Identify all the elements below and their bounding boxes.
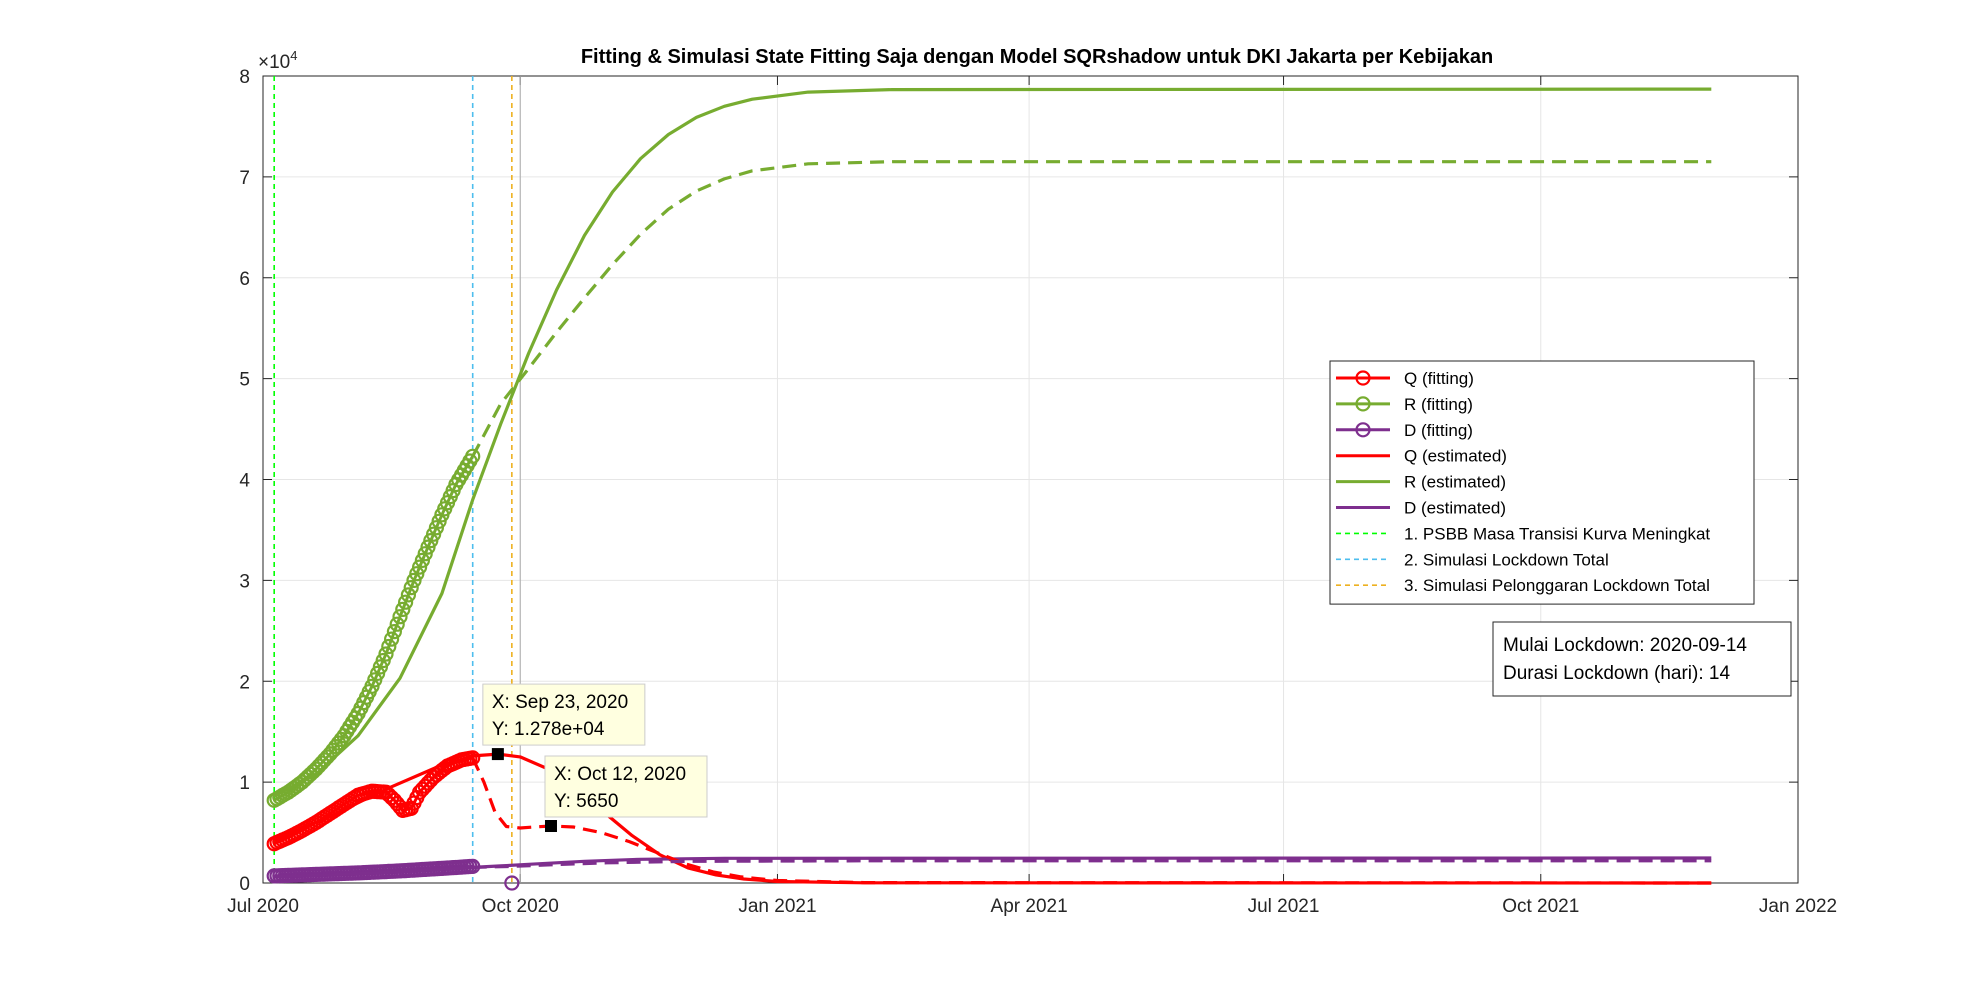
legend-box	[1329, 360, 1755, 605]
data-point-r-fitting	[465, 448, 481, 464]
data-point-r-fitting	[386, 623, 402, 640]
data-point-r-fitting	[395, 601, 411, 618]
y-tick-label: 1	[239, 773, 250, 794]
data-point-r-fitting	[384, 631, 400, 647]
datatip-marker	[544, 820, 557, 833]
legend-marker	[1355, 396, 1371, 412]
data-point-r-fitting	[414, 552, 430, 569]
data-point-r-fitting	[398, 594, 414, 610]
series-line-r-estimated	[273, 87, 1712, 798]
legend-label: D (fitting)	[1404, 421, 1473, 440]
datatip-x: X: Oct 12, 2020	[554, 764, 686, 785]
x-tick-label: Jan 2022	[1759, 896, 1837, 917]
data-point-r-fitting	[400, 587, 416, 603]
x-tick-label: Jan 2021	[738, 896, 816, 917]
x-tick-label: Jul 2020	[227, 896, 299, 917]
legend-label: R (fitting)	[1404, 395, 1473, 414]
legend-label: Q (fitting)	[1404, 369, 1474, 388]
legend-marker	[1355, 370, 1371, 386]
legend-label: D (estimated)	[1404, 499, 1506, 518]
series-line-simulation-dashed	[471, 757, 1712, 885]
data-point-marker	[504, 875, 520, 891]
datatip-box	[544, 755, 708, 818]
series-line-d-estimated	[274, 856, 1712, 879]
datatip-y: Y: 5650	[554, 791, 618, 812]
info-box-line: Mulai Lockdown: 2020-09-14	[1503, 635, 1747, 656]
legend-label: R (estimated)	[1404, 473, 1506, 492]
datatip-x: X: Sep 23, 2020	[492, 692, 628, 713]
x-tick-label: Oct 2021	[1502, 896, 1579, 917]
y-tick-label: 3	[239, 571, 250, 592]
x-tick-label: Oct 2020	[482, 896, 559, 917]
series-line-simulation-dashed	[472, 859, 1712, 869]
legend-marker	[1355, 422, 1371, 438]
y-exponent-label: ×104	[258, 48, 297, 73]
legend: Q (fitting) R (fitting) D (fitting) Q (esti…	[1329, 360, 1755, 605]
legend-label: Q (estimated)	[1404, 447, 1507, 466]
datatip-y: Y: 1.278e+04	[492, 719, 605, 740]
y-tick-label: 7	[239, 168, 250, 189]
data-point-r-fitting	[378, 646, 394, 662]
datatip-box	[482, 683, 646, 746]
data-point-r-fitting	[381, 638, 397, 655]
data-point-r-fitting	[412, 559, 428, 575]
data-point-r-fitting	[406, 572, 422, 589]
info-box: Mulai Lockdown: 2020-09-14 Durasi Lockdow…	[1492, 621, 1792, 697]
datatip-layer: X: Sep 23, 2020 Y: 1.278e+04 X: Oct 12, 20…	[482, 683, 708, 833]
y-tick-label: 2	[239, 672, 250, 693]
y-tick-label: 4	[239, 471, 250, 492]
y-tick-label: 5	[239, 370, 250, 391]
data-point-r-fitting	[403, 579, 419, 596]
info-box-line: Durasi Lockdown (hari): 14	[1503, 663, 1730, 684]
datatip-marker	[491, 748, 504, 761]
policy-line-layer	[273, 76, 521, 883]
legend-label: 3. Simulasi Pelonggaran Lockdown Total	[1404, 576, 1710, 595]
chart-title: Fitting & Simulasi State Fitting Saja de…	[581, 46, 1493, 68]
data-point-r-fitting	[392, 609, 408, 625]
series-line-simulation-dashed	[471, 160, 1712, 458]
y-tick-label: 0	[239, 874, 250, 895]
y-tick-label: 6	[239, 269, 250, 290]
series-layer	[266, 87, 1712, 891]
legend-label: 2. Simulasi Lockdown Total	[1404, 550, 1609, 569]
info-box-frame	[1492, 621, 1792, 697]
legend-label: 1. PSBB Masa Transisi Kurva Meningkat	[1404, 524, 1710, 543]
data-point-r-fitting	[389, 616, 405, 632]
x-tick-label: Jul 2021	[1248, 896, 1320, 917]
x-tick-label: Apr 2021	[991, 896, 1068, 917]
y-tick-label: 8	[239, 67, 250, 88]
